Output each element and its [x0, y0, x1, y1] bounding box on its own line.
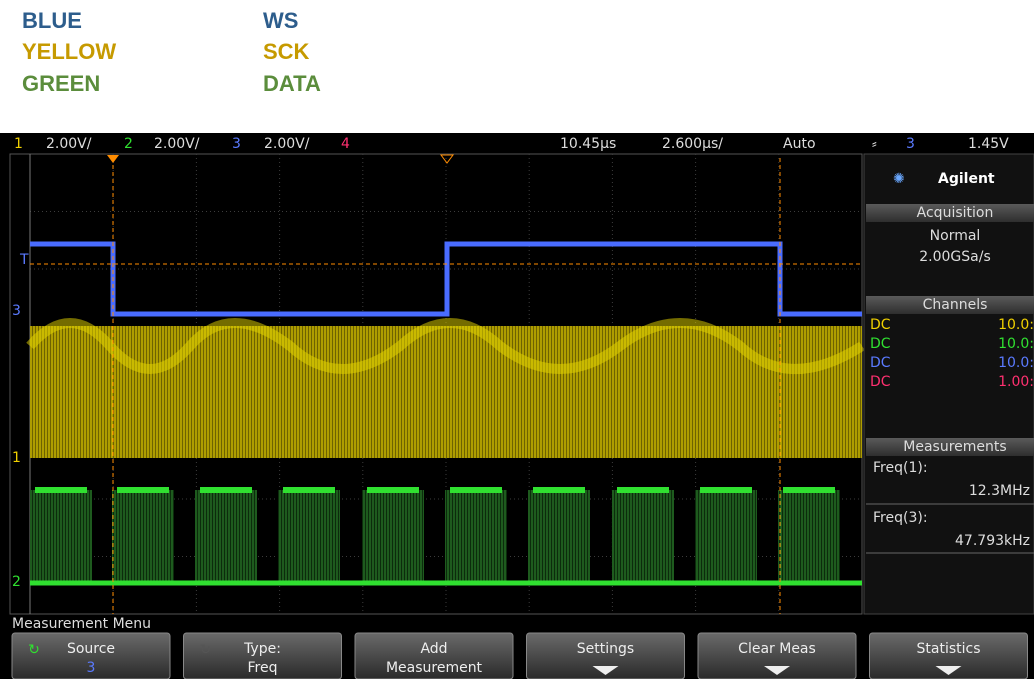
time-position: 10.45µs	[560, 136, 616, 152]
softkey-label: Settings	[577, 641, 634, 657]
ch3-marker: 3	[12, 303, 21, 319]
measurement-value: 47.793kHz	[955, 533, 1030, 549]
softkey-label: Clear Meas	[738, 641, 816, 657]
ch2-burst	[362, 490, 424, 583]
softkey-label: Source	[67, 641, 115, 657]
acquisition-rate: 2.00GSa/s	[919, 249, 991, 265]
softkey-icon: ↻	[28, 642, 40, 658]
ch2-burst	[112, 490, 174, 583]
ch2-scale: 2.00V/	[154, 136, 200, 152]
measurements-title: Measurements	[903, 439, 1006, 455]
ch3-scale: 2.00V/	[264, 136, 310, 152]
legend-signal: WS	[263, 8, 298, 34]
trigger-level: 1.45V	[968, 136, 1009, 152]
time-scale: 2.600µs/	[662, 136, 723, 152]
brand-name: Agilent	[938, 171, 995, 187]
legend-signal: SCK	[263, 39, 309, 65]
measurement-label: Freq(1):	[873, 460, 928, 476]
channel-probe: 1.00:	[998, 374, 1034, 390]
channel-coupling: DC	[870, 336, 891, 352]
trigger-marker: T	[19, 252, 29, 268]
softkey-label: Add	[420, 641, 447, 657]
channel-coupling: DC	[870, 355, 891, 371]
legend-color: YELLOW	[22, 39, 116, 65]
softkey-value: 3	[87, 660, 96, 676]
trigger-edge-icon: ⸗	[872, 136, 877, 152]
scope-screen: 1 2.00V/ 2 2.00V/ 3 2.00V/ 4 10.45µs 2.6…	[0, 133, 1034, 679]
ch2-burst	[778, 490, 840, 583]
ch1-marker: 1	[12, 450, 21, 466]
softkey-label: Type:	[243, 641, 281, 657]
ch3-label: 3	[232, 136, 241, 152]
ch2-burst	[30, 490, 92, 583]
brand-logo: ✺	[893, 171, 905, 187]
legend-color: BLUE	[22, 8, 82, 34]
channels-title: Channels	[923, 297, 988, 313]
ch2-burst	[695, 490, 757, 583]
trigger-source: 3	[906, 136, 915, 152]
acquisition-mode: Normal	[930, 228, 981, 244]
measurement-value: 12.3MHz	[969, 483, 1030, 499]
channel-probe: 10.0:	[998, 336, 1034, 352]
ch2-burst	[612, 490, 674, 583]
softkey-icon: ↻	[200, 642, 212, 658]
ch2-marker: 2	[12, 574, 21, 590]
acquisition-title: Acquisition	[917, 205, 994, 221]
softkey-value: Measurement	[386, 660, 483, 676]
measurement-label: Freq(3):	[873, 510, 928, 526]
ch2-burst	[195, 490, 257, 583]
ch2-burst	[278, 490, 340, 583]
legend-signal: DATA	[263, 71, 321, 97]
page: BLUE WS YELLOW SCK GREEN DATA 1 2.00V/ 2…	[0, 0, 1034, 679]
softkey-label: Statistics	[917, 641, 981, 657]
channel-probe: 10.0:	[998, 355, 1034, 371]
legend-color: GREEN	[22, 71, 100, 97]
channel-probe: 10.0:	[998, 317, 1034, 333]
channel-coupling: DC	[870, 317, 891, 333]
softkey-value: Freq	[248, 660, 278, 676]
ch1-label: 1	[14, 136, 23, 152]
ch2-burst	[528, 490, 590, 583]
trigger-mode: Auto	[783, 136, 816, 152]
ch4-label: 4	[341, 136, 350, 152]
channel-coupling: DC	[870, 374, 891, 390]
ch2-burst	[445, 490, 507, 583]
menu-title: Measurement Menu	[12, 616, 151, 632]
ch1-scale: 2.00V/	[46, 136, 92, 152]
ch2-label: 2	[124, 136, 133, 152]
